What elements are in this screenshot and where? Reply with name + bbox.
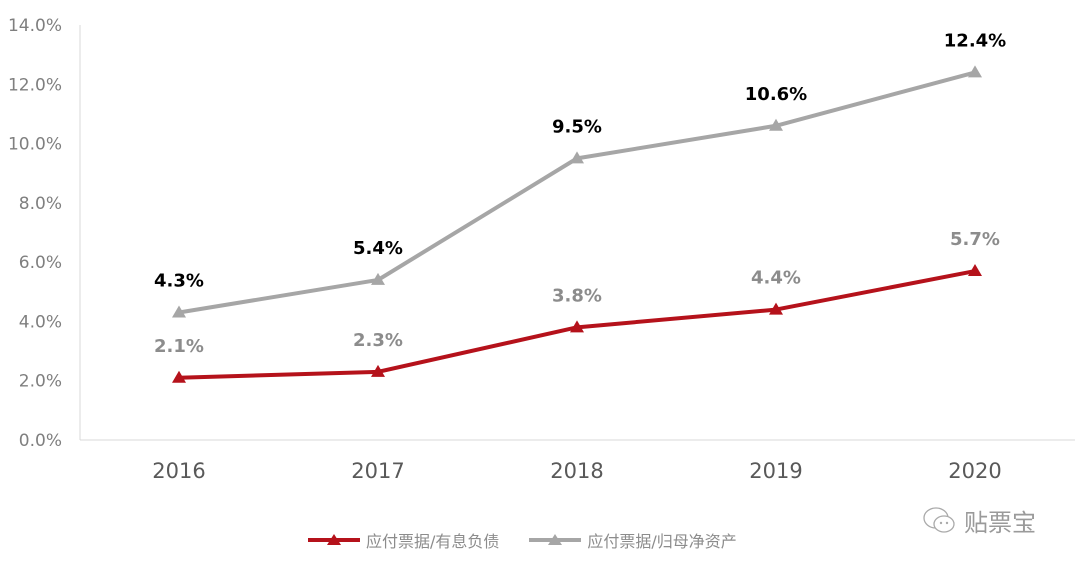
- data-label: 2.3%: [353, 330, 403, 351]
- wechat-icon: [923, 506, 955, 533]
- data-point-marker: [371, 272, 385, 285]
- watermark-text: 贴票宝: [964, 509, 1036, 537]
- y-tick-label: 12.0%: [8, 75, 62, 95]
- legend-label: 应付票据/归母净资产: [587, 532, 737, 551]
- data-point-marker: [570, 151, 584, 164]
- data-point-marker: [172, 370, 186, 383]
- x-tick-label: 2019: [749, 459, 802, 483]
- legend-item-series-2: 应付票据/归母净资产: [529, 528, 737, 552]
- legend-marker-red-icon: [308, 534, 360, 545]
- y-tick-label: 4.0%: [19, 312, 62, 332]
- series-line-2: [178, 70, 976, 315]
- legend-label: 应付票据/有息负债: [366, 532, 500, 551]
- data-label: 2.1%: [154, 336, 204, 357]
- data-point-marker: [371, 364, 385, 377]
- y-tick-label: 2.0%: [19, 372, 62, 392]
- x-tick-label: 2020: [948, 459, 1001, 483]
- legend: 应付票据/有息负债 应付票据/归母净资产: [308, 528, 737, 552]
- y-tick-label: 10.0%: [8, 135, 62, 155]
- data-point-marker: [968, 65, 982, 78]
- x-tick-label: 2018: [550, 459, 603, 483]
- legend-item-series-1: 应付票据/有息负债: [308, 528, 499, 552]
- data-label: 5.7%: [950, 229, 1000, 250]
- y-tick-label: 0.0%: [19, 431, 62, 451]
- y-tick-label: 14.0%: [8, 16, 62, 36]
- y-tick-label: 8.0%: [19, 194, 62, 214]
- data-point-marker: [769, 118, 783, 131]
- data-label: 12.4%: [944, 30, 1006, 51]
- data-point-marker: [968, 264, 982, 277]
- data-label: 9.5%: [552, 116, 602, 137]
- y-tick-label: 6.0%: [19, 253, 62, 273]
- data-label: 10.6%: [745, 84, 807, 105]
- data-point-marker: [769, 302, 783, 315]
- x-tick-label: 2017: [351, 459, 404, 483]
- watermark: 贴票宝: [922, 503, 1036, 538]
- data-label: 3.8%: [552, 285, 602, 306]
- data-label: 5.4%: [353, 238, 403, 259]
- x-tick-label: 2016: [152, 459, 205, 483]
- legend-marker-gray-icon: [529, 534, 582, 545]
- data-point-marker: [570, 320, 584, 333]
- data-point-marker: [172, 305, 186, 318]
- data-label: 4.3%: [154, 271, 204, 292]
- data-label: 4.4%: [751, 268, 801, 289]
